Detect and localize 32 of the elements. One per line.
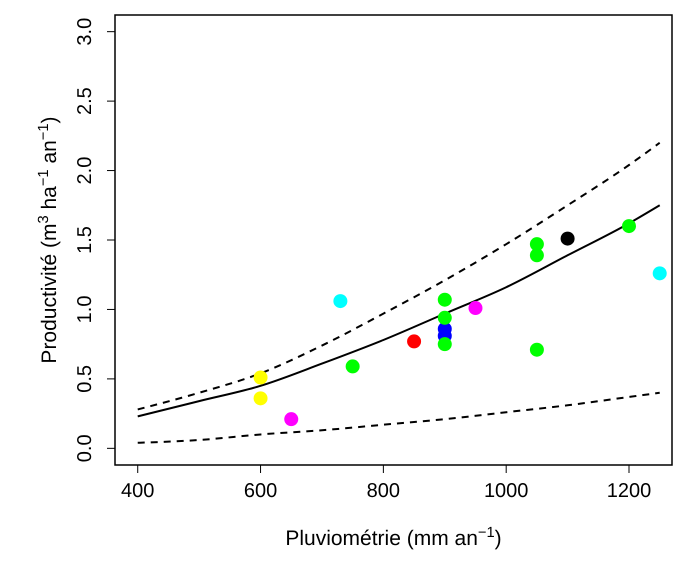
line-series — [136, 204, 661, 418]
point — [438, 337, 452, 352]
x-axis-title: Pluviométrie (mm an$^{−1}$) — [285, 525, 502, 550]
point — [254, 370, 268, 384]
point — [530, 342, 544, 357]
point — [438, 310, 452, 325]
x-tick-label: 600 — [244, 480, 278, 502]
y-tick-label: 2.5 — [74, 87, 96, 116]
point — [468, 301, 482, 316]
y-tick-label: 0.0 — [74, 434, 96, 462]
point — [622, 219, 636, 234]
point — [438, 292, 452, 307]
x-tick-label: 400 — [121, 480, 154, 502]
line-series — [136, 142, 661, 410]
point — [333, 294, 348, 308]
point — [346, 359, 360, 374]
y-tick-label: 0.5 — [74, 364, 96, 393]
line-series — [136, 392, 661, 444]
y-tick-label: 1.5 — [74, 226, 96, 254]
x-tick-label: 800 — [366, 480, 400, 502]
point — [254, 391, 268, 406]
y-tick-label: 2.0 — [74, 156, 96, 184]
point — [560, 232, 575, 246]
point — [530, 248, 544, 262]
point — [652, 266, 667, 280]
y-tick-label: 3.0 — [74, 18, 96, 46]
y-tick-label: 1.0 — [74, 296, 96, 324]
point — [407, 334, 422, 348]
x-tick-label: 1200 — [606, 480, 652, 502]
point — [284, 412, 298, 426]
x-tick-label: 1000 — [484, 480, 528, 502]
point — [530, 237, 544, 252]
